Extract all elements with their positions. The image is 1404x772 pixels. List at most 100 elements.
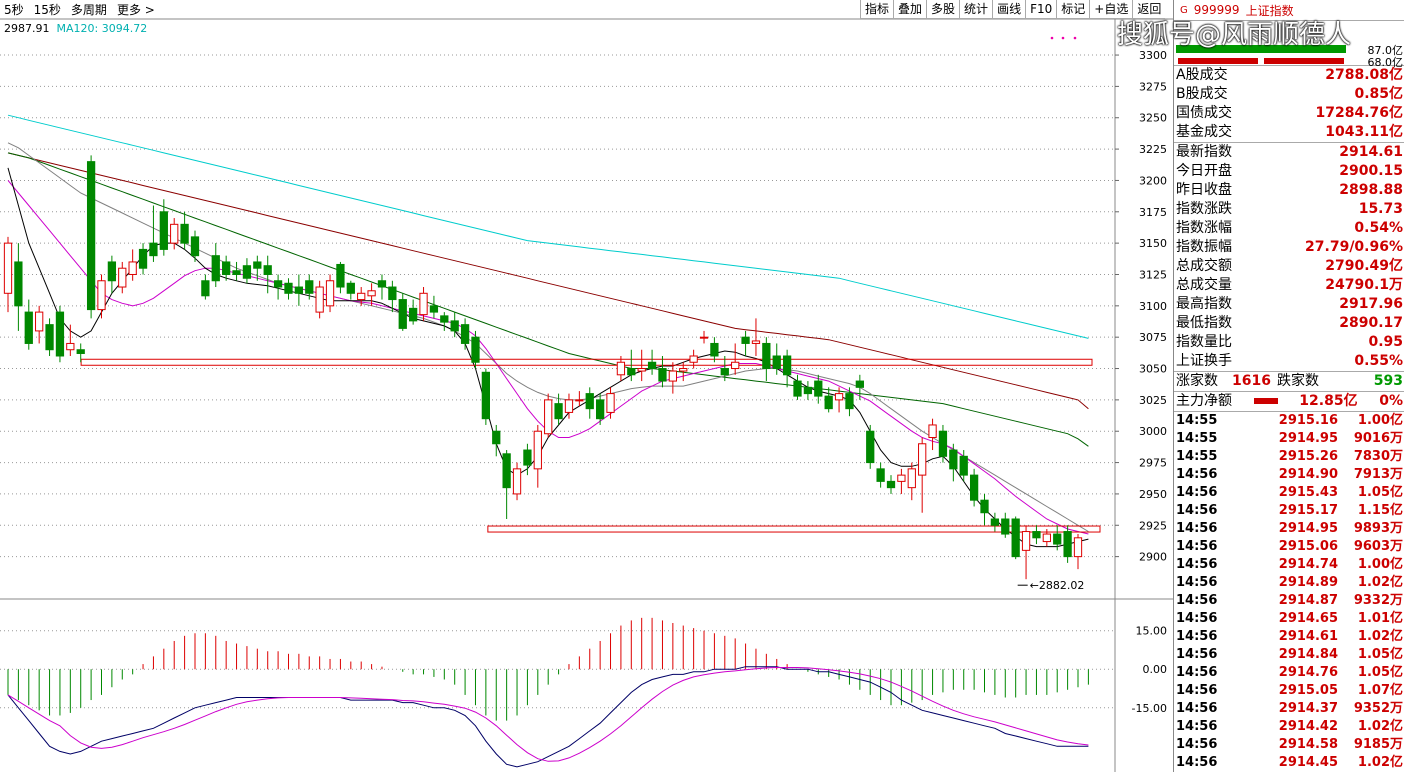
period-multi[interactable]: 多周期 bbox=[70, 3, 107, 17]
candle-body bbox=[398, 299, 407, 329]
quote-value: 2898.88 bbox=[1339, 182, 1403, 198]
quote-value: 0.95 bbox=[1368, 334, 1403, 350]
toolbar-stats[interactable]: 统计 bbox=[959, 0, 993, 19]
y-tick-label: 3025 bbox=[1139, 394, 1167, 407]
toolbar-add-watchlist[interactable]: +自选 bbox=[1089, 0, 1133, 19]
candle-body bbox=[429, 305, 439, 313]
y-tick-label: 3100 bbox=[1139, 300, 1167, 313]
tick-price: 2915.05 bbox=[1278, 683, 1338, 698]
marker-dot bbox=[1061, 36, 1065, 40]
quote-row: 最低指数 2890.17 bbox=[1174, 314, 1404, 333]
y-tick-label: 3125 bbox=[1139, 268, 1167, 281]
y-tick-label: 3250 bbox=[1139, 112, 1167, 125]
candle-body bbox=[949, 449, 958, 470]
ma-line bbox=[7, 114, 1089, 339]
macd-dif-line bbox=[7, 666, 1089, 768]
candle-body bbox=[24, 311, 33, 344]
quote-panel: G 999999 上证指数 87.0亿 68.0亿 A股成交 2788.08亿 B股… bbox=[1173, 0, 1404, 772]
candle-body bbox=[367, 290, 376, 297]
tick-row: 14:56 2914.65 1.01亿 bbox=[1174, 610, 1404, 628]
volumes-value: 1043.11亿 bbox=[1325, 124, 1403, 140]
period-15s[interactable]: 15秒 bbox=[33, 3, 61, 17]
tick-time: 14:56 bbox=[1176, 485, 1218, 500]
breadth-row: 涨家数 1616 跌家数 593 bbox=[1174, 372, 1404, 392]
candle-body bbox=[440, 315, 449, 323]
quote-row: 今日开盘 2900.15 bbox=[1174, 162, 1404, 181]
tick-time: 14:56 bbox=[1176, 629, 1218, 644]
toolbar-indicator[interactable]: 指标 bbox=[860, 0, 894, 19]
quote-label: 指数涨跌 bbox=[1176, 201, 1232, 217]
tick-price: 2915.43 bbox=[1278, 485, 1338, 500]
volumes-value: 17284.76亿 bbox=[1315, 105, 1403, 121]
tick-amount: 1.02亿 bbox=[1357, 575, 1403, 590]
low-price-label: ←2882.02 bbox=[1030, 579, 1085, 592]
tick-time: 14:56 bbox=[1176, 467, 1218, 482]
kline-chart[interactable]: 3300 3275 3250 3225 3200 3175 3150 3125 3100 3075… bbox=[0, 0, 1173, 772]
marker-dot bbox=[1050, 36, 1054, 40]
toolbar-draw-line[interactable]: 画线 bbox=[992, 0, 1026, 19]
quote-value: 2890.17 bbox=[1339, 315, 1403, 331]
candle-body bbox=[606, 393, 615, 413]
candle-body bbox=[845, 393, 854, 410]
quote-value: 2900.15 bbox=[1339, 163, 1403, 179]
tick-price: 2914.74 bbox=[1278, 557, 1338, 572]
quote-row: 指数量比 0.95 bbox=[1174, 333, 1404, 352]
y-tick-label: 3175 bbox=[1139, 206, 1167, 219]
tick-list[interactable]: 14:55 2915.16 1.00亿 14:55 2914.95 9016万 14:55 2… bbox=[1174, 412, 1404, 772]
tick-row: 14:56 2915.43 1.05亿 bbox=[1174, 484, 1404, 502]
quote-label: 总成交量 bbox=[1176, 277, 1232, 293]
period-5s[interactable]: 5秒 bbox=[4, 3, 24, 17]
candle-body bbox=[242, 265, 252, 279]
macd-dea-line bbox=[7, 667, 1089, 762]
toolbar-mark[interactable]: 标记 bbox=[1056, 0, 1090, 19]
y-tick-label: 3200 bbox=[1139, 174, 1167, 187]
tick-amount: 1.05亿 bbox=[1357, 485, 1403, 500]
toolbar-back[interactable]: 返回 bbox=[1132, 0, 1166, 19]
candle-body bbox=[689, 355, 698, 363]
candle-body bbox=[1073, 537, 1083, 558]
y-tick-label: 3075 bbox=[1139, 331, 1167, 344]
quote-label: 指数量比 bbox=[1176, 334, 1232, 350]
volumes-row: B股成交 0.85亿 bbox=[1174, 85, 1404, 104]
legend-price: 2987.91 bbox=[4, 22, 50, 35]
volumes-value: 0.85亿 bbox=[1354, 86, 1403, 102]
period-more[interactable]: 更多 > bbox=[117, 1, 155, 18]
tick-time: 14:56 bbox=[1176, 719, 1218, 734]
candle-body bbox=[1053, 533, 1062, 545]
toolbar-f10[interactable]: F10 bbox=[1025, 0, 1057, 19]
candle-body bbox=[523, 449, 532, 466]
candle-body bbox=[866, 430, 875, 464]
candle-body bbox=[647, 361, 657, 370]
quote-label: 指数涨幅 bbox=[1176, 220, 1232, 236]
ma-legend: 2987.91 MA120: 3094.72 bbox=[4, 22, 147, 35]
down-label: 跌家数 bbox=[1276, 373, 1319, 389]
chevron-right-icon: > bbox=[144, 3, 155, 17]
toolbar-multi-stock[interactable]: 多股 bbox=[926, 0, 960, 19]
quote-row: 指数涨幅 0.54% bbox=[1174, 219, 1404, 238]
toolbar-overlay[interactable]: 叠加 bbox=[893, 0, 927, 19]
candle-body bbox=[907, 468, 916, 489]
stock-code: 999999 bbox=[1193, 3, 1240, 17]
tick-price: 2914.76 bbox=[1278, 665, 1338, 680]
tick-price: 2915.26 bbox=[1278, 449, 1338, 464]
candle-body bbox=[170, 223, 179, 244]
chart-toolbar: 指标 叠加 多股 统计 画线 F10 标记 +自选 返回 bbox=[860, 0, 1166, 19]
volumes-label: B股成交 bbox=[1176, 86, 1228, 102]
tick-row: 14:56 2915.05 1.07亿 bbox=[1174, 682, 1404, 700]
tick-time: 14:56 bbox=[1176, 557, 1218, 572]
y-tick-label: 3150 bbox=[1139, 237, 1167, 250]
candle-body bbox=[45, 324, 54, 351]
quote-row: 总成交额 2790.49亿 bbox=[1174, 257, 1404, 276]
candle-body bbox=[190, 236, 200, 257]
candle-body bbox=[253, 261, 262, 269]
candle-body bbox=[834, 393, 844, 401]
y-tick-label: 3300 bbox=[1139, 49, 1167, 62]
quote-row: 昨日收盘 2898.88 bbox=[1174, 181, 1404, 200]
kline-chart-area[interactable]: 3300 3275 3250 3225 3200 3175 3150 3125 3100 3075… bbox=[0, 0, 1173, 772]
candle-body bbox=[388, 286, 397, 301]
candle-body bbox=[315, 286, 324, 313]
tick-price: 2915.16 bbox=[1278, 413, 1338, 428]
candle-body bbox=[35, 311, 44, 332]
quote-label: 指数振幅 bbox=[1176, 239, 1232, 255]
tick-row: 14:56 2914.74 1.00亿 bbox=[1174, 556, 1404, 574]
